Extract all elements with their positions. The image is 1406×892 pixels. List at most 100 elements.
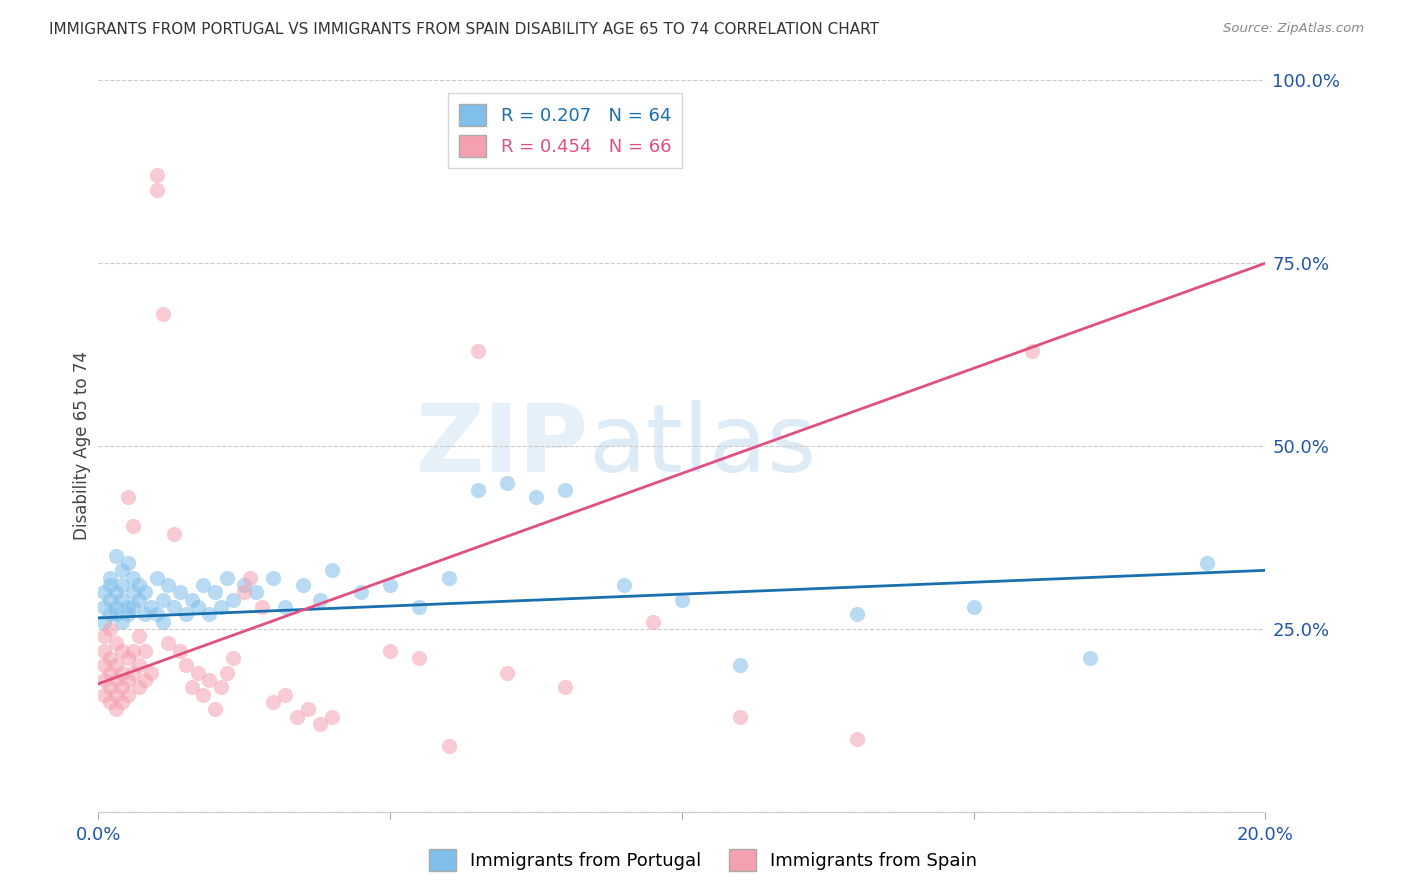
Point — [122, 644, 145, 658]
Point — [111, 695, 134, 709]
Point — [730, 658, 752, 673]
Point — [98, 622, 121, 636]
Point — [262, 695, 284, 709]
Text: ZIP: ZIP — [416, 400, 589, 492]
Point — [380, 644, 402, 658]
Point — [117, 599, 139, 614]
Point — [437, 571, 460, 585]
Point — [524, 490, 547, 504]
Point — [98, 651, 121, 665]
Point — [198, 607, 221, 622]
Point — [98, 665, 121, 680]
Point — [104, 658, 127, 673]
Point — [1080, 651, 1102, 665]
Point — [221, 592, 243, 607]
Point — [146, 183, 169, 197]
Point — [157, 636, 180, 650]
Point — [198, 673, 221, 687]
Point — [187, 599, 209, 614]
Point — [111, 644, 134, 658]
Point — [612, 578, 634, 592]
Point — [93, 673, 115, 687]
Point — [215, 665, 238, 680]
Point — [104, 688, 127, 702]
Point — [98, 681, 121, 695]
Point — [104, 607, 127, 622]
Point — [139, 665, 162, 680]
Point — [152, 592, 174, 607]
Point — [93, 644, 115, 658]
Point — [117, 651, 139, 665]
Point — [128, 681, 150, 695]
Point — [962, 599, 984, 614]
Point — [262, 571, 284, 585]
Point — [274, 688, 297, 702]
Point — [204, 702, 226, 716]
Point — [209, 599, 232, 614]
Point — [250, 599, 273, 614]
Y-axis label: Disability Age 65 to 74: Disability Age 65 to 74 — [73, 351, 91, 541]
Point — [146, 607, 169, 622]
Point — [233, 578, 256, 592]
Point — [309, 717, 332, 731]
Point — [233, 585, 256, 599]
Point — [193, 578, 215, 592]
Point — [350, 585, 373, 599]
Point — [117, 556, 139, 570]
Point — [1195, 556, 1218, 570]
Point — [139, 599, 162, 614]
Point — [122, 585, 145, 599]
Point — [104, 702, 127, 716]
Point — [467, 483, 489, 497]
Point — [98, 571, 121, 585]
Point — [117, 607, 139, 622]
Point — [169, 644, 191, 658]
Point — [437, 739, 460, 753]
Point — [117, 490, 139, 504]
Text: Source: ZipAtlas.com: Source: ZipAtlas.com — [1223, 22, 1364, 36]
Point — [554, 681, 576, 695]
Point — [496, 475, 519, 490]
Point — [104, 585, 127, 599]
Point — [93, 658, 115, 673]
Point — [128, 658, 150, 673]
Point — [846, 731, 869, 746]
Point — [134, 673, 156, 687]
Point — [111, 563, 134, 577]
Point — [128, 629, 150, 643]
Point — [122, 599, 145, 614]
Point — [297, 702, 319, 716]
Point — [93, 615, 115, 629]
Point — [134, 644, 156, 658]
Point — [117, 688, 139, 702]
Point — [671, 592, 693, 607]
Point — [117, 673, 139, 687]
Legend: Immigrants from Portugal, Immigrants from Spain: Immigrants from Portugal, Immigrants fro… — [422, 842, 984, 879]
Point — [846, 607, 869, 622]
Point — [380, 578, 402, 592]
Point — [134, 585, 156, 599]
Point — [93, 688, 115, 702]
Point — [111, 681, 134, 695]
Point — [554, 483, 576, 497]
Point — [93, 585, 115, 599]
Point — [169, 585, 191, 599]
Point — [180, 681, 202, 695]
Point — [187, 665, 209, 680]
Point — [174, 607, 197, 622]
Point — [408, 651, 430, 665]
Point — [215, 571, 238, 585]
Point — [209, 681, 232, 695]
Legend: R = 0.207   N = 64, R = 0.454   N = 66: R = 0.207 N = 64, R = 0.454 N = 66 — [449, 93, 682, 168]
Point — [146, 169, 169, 183]
Point — [111, 592, 134, 607]
Point — [1021, 343, 1043, 358]
Point — [157, 578, 180, 592]
Point — [93, 599, 115, 614]
Point — [245, 585, 267, 599]
Point — [285, 709, 308, 723]
Point — [122, 519, 145, 533]
Point — [193, 688, 215, 702]
Point — [98, 695, 121, 709]
Point — [93, 629, 115, 643]
